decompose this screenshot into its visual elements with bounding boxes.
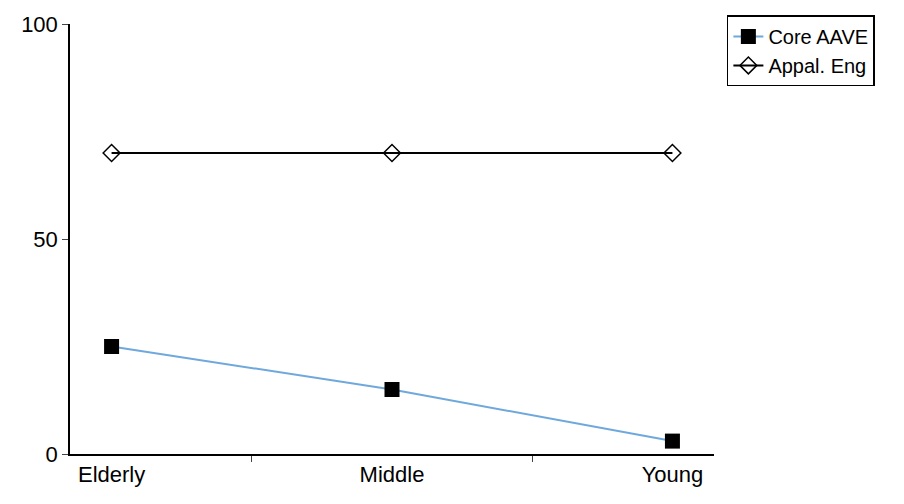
svg-text:0: 0 (46, 442, 58, 467)
svg-text:Middle: Middle (360, 462, 425, 487)
svg-text:Elderly: Elderly (78, 462, 145, 487)
svg-text:100: 100 (21, 12, 58, 37)
svg-text:Core AAVE: Core AAVE (768, 26, 868, 48)
svg-text:Appal. Eng: Appal. Eng (768, 55, 866, 77)
svg-text:50: 50 (33, 227, 57, 252)
svg-text:Young: Young (642, 462, 704, 487)
